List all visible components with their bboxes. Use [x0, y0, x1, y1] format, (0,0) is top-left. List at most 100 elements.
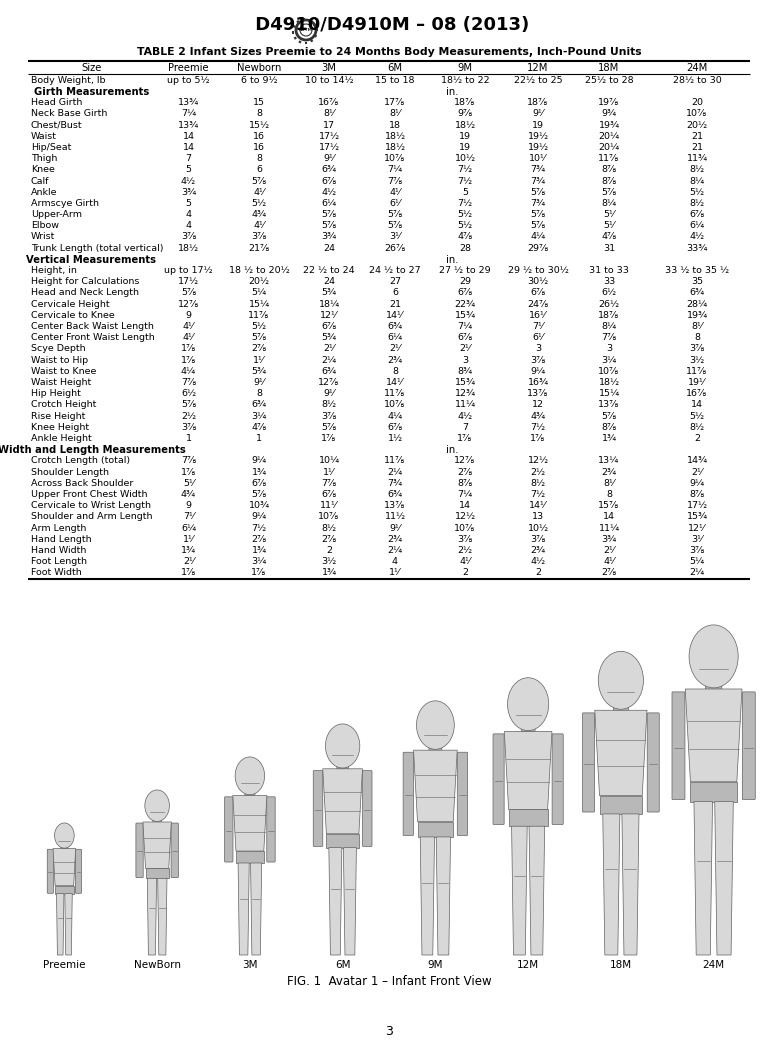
- Polygon shape: [603, 814, 620, 955]
- Text: 15⅞: 15⅞: [598, 502, 619, 510]
- Text: 9⅟: 9⅟: [254, 378, 265, 387]
- FancyBboxPatch shape: [75, 849, 82, 893]
- FancyBboxPatch shape: [314, 770, 323, 846]
- Text: 5¼: 5¼: [689, 557, 705, 566]
- Text: 18⅞: 18⅞: [527, 98, 548, 107]
- Text: 19⅟: 19⅟: [689, 378, 706, 387]
- Text: 3M: 3M: [242, 960, 258, 970]
- Text: 4: 4: [392, 557, 398, 566]
- Text: Knee Height: Knee Height: [31, 423, 89, 432]
- Text: 3⅟: 3⅟: [389, 232, 401, 242]
- Text: 15¾: 15¾: [454, 378, 475, 387]
- Text: 12: 12: [532, 401, 544, 409]
- Text: 4½: 4½: [531, 557, 545, 566]
- Polygon shape: [690, 782, 737, 802]
- Text: 10¼: 10¼: [318, 457, 339, 465]
- Text: 2½: 2½: [181, 411, 196, 421]
- FancyBboxPatch shape: [706, 679, 722, 689]
- Ellipse shape: [689, 625, 738, 688]
- Text: 7½: 7½: [531, 490, 545, 499]
- Text: 3⅞: 3⅞: [321, 411, 337, 421]
- Text: 7⅞: 7⅞: [601, 333, 617, 342]
- Text: 17: 17: [323, 121, 335, 129]
- Polygon shape: [529, 827, 545, 955]
- Text: 8: 8: [694, 333, 700, 342]
- Text: Width and Length Measurements: Width and Length Measurements: [0, 446, 185, 455]
- Text: 5¾: 5¾: [321, 288, 337, 298]
- Text: 27: 27: [389, 277, 401, 286]
- Text: 4¾: 4¾: [181, 490, 196, 499]
- Text: 9M: 9M: [457, 64, 472, 73]
- Text: 3½: 3½: [321, 557, 337, 566]
- Polygon shape: [600, 795, 642, 814]
- Text: 3⅞: 3⅞: [180, 423, 196, 432]
- Text: 1½: 1½: [387, 434, 402, 443]
- Text: Height for Calculations: Height for Calculations: [31, 277, 139, 286]
- Text: 9¼: 9¼: [251, 457, 267, 465]
- Text: Arm Length: Arm Length: [31, 524, 86, 533]
- Text: 6⅞: 6⅞: [251, 479, 267, 488]
- Text: ASTM: ASTM: [299, 28, 313, 32]
- Text: in.: in.: [447, 86, 459, 97]
- Polygon shape: [414, 751, 457, 821]
- Text: Newborn: Newborn: [237, 64, 281, 73]
- Text: 1⅞: 1⅞: [180, 568, 196, 578]
- Text: 16⅟: 16⅟: [529, 311, 547, 320]
- Text: 8: 8: [256, 389, 262, 399]
- Text: Body Weight, lb: Body Weight, lb: [31, 76, 106, 84]
- Text: 2⅞: 2⅞: [601, 568, 617, 578]
- Text: 11⅞: 11⅞: [686, 366, 708, 376]
- Text: 14⅟: 14⅟: [387, 311, 404, 320]
- Text: 3⅞: 3⅞: [531, 535, 545, 543]
- Text: 4⅟: 4⅟: [183, 333, 194, 342]
- Text: 6¼: 6¼: [689, 222, 705, 230]
- Text: Waist to Knee: Waist to Knee: [31, 366, 96, 376]
- Text: 13⅞: 13⅞: [598, 401, 620, 409]
- Text: Wrist: Wrist: [31, 232, 55, 242]
- Text: 14: 14: [183, 143, 194, 152]
- Text: Size: Size: [82, 64, 102, 73]
- Text: Cervicale to Knee: Cervicale to Knee: [31, 311, 114, 320]
- Text: 18½: 18½: [384, 132, 405, 141]
- Text: 15½: 15½: [248, 121, 269, 129]
- Text: 1⅞: 1⅞: [180, 467, 196, 477]
- Ellipse shape: [325, 723, 359, 768]
- Text: 5⅞: 5⅞: [321, 423, 337, 432]
- Text: 26⅞: 26⅞: [384, 244, 405, 253]
- Ellipse shape: [416, 701, 454, 750]
- Bar: [298, 41, 302, 44]
- Text: Hand Width: Hand Width: [31, 547, 86, 555]
- Text: 12M: 12M: [527, 64, 548, 73]
- Text: 1⅞: 1⅞: [180, 356, 196, 364]
- Text: Neck Base Girth: Neck Base Girth: [31, 109, 107, 119]
- Text: 6⅞: 6⅞: [531, 288, 545, 298]
- Text: Hip/Seat: Hip/Seat: [31, 143, 72, 152]
- Text: 6⅞: 6⅞: [321, 490, 337, 499]
- FancyBboxPatch shape: [245, 789, 255, 795]
- Text: 22¾: 22¾: [454, 300, 475, 309]
- Text: 8¼: 8¼: [601, 199, 616, 208]
- Text: 5½: 5½: [457, 222, 472, 230]
- Polygon shape: [418, 821, 454, 837]
- FancyBboxPatch shape: [583, 713, 594, 812]
- Polygon shape: [55, 886, 74, 893]
- Bar: [313, 23, 316, 26]
- Text: 6¾: 6¾: [321, 366, 337, 376]
- Text: 5⅞: 5⅞: [387, 210, 403, 219]
- Text: Upper-Arm: Upper-Arm: [31, 210, 82, 219]
- Text: 9¼: 9¼: [531, 366, 545, 376]
- Text: Crotch Height: Crotch Height: [31, 401, 96, 409]
- Text: Elbow: Elbow: [31, 222, 59, 230]
- Text: 6⅟: 6⅟: [389, 199, 401, 208]
- Text: 24M: 24M: [703, 960, 724, 970]
- Text: 14: 14: [691, 401, 703, 409]
- Text: Ankle Height: Ankle Height: [31, 434, 92, 443]
- Text: 5⅟: 5⅟: [604, 210, 615, 219]
- Text: 18½: 18½: [454, 121, 475, 129]
- Text: Thigh: Thigh: [31, 154, 58, 163]
- FancyBboxPatch shape: [429, 742, 442, 751]
- Text: 5¼: 5¼: [251, 288, 267, 298]
- Text: 31: 31: [603, 244, 615, 253]
- Text: 1¾: 1¾: [251, 547, 267, 555]
- Polygon shape: [323, 769, 363, 834]
